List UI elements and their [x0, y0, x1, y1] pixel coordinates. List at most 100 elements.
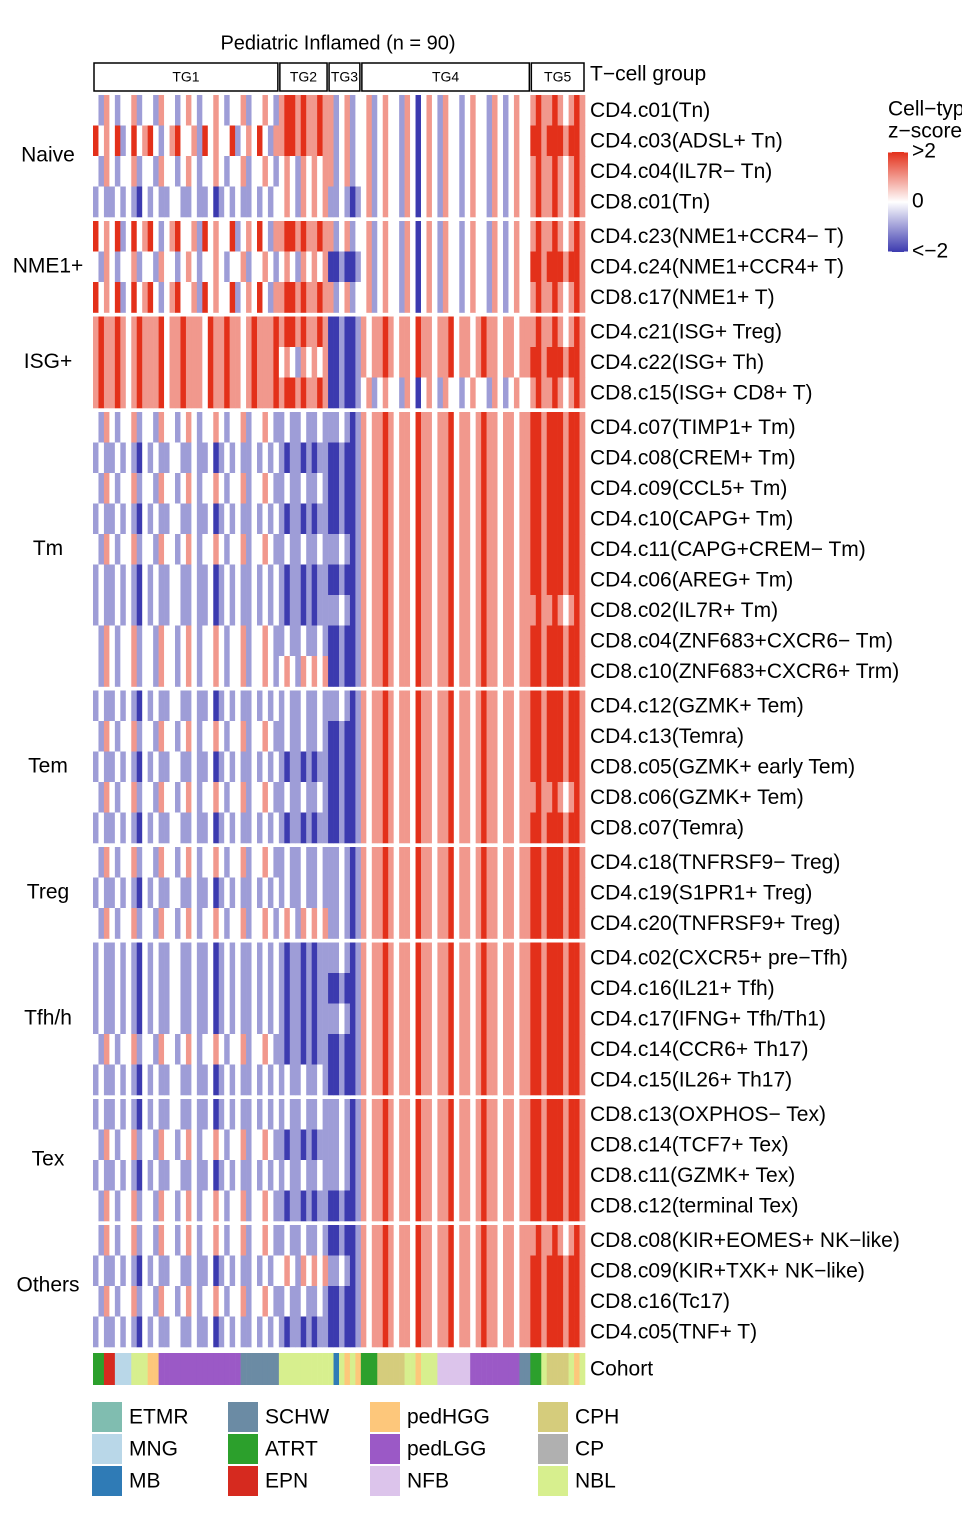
- heatmap-cell: [568, 690, 575, 722]
- heatmap-cell: [431, 1099, 438, 1130]
- heatmap-cell: [410, 534, 416, 565]
- heatmap-cell: [142, 1129, 148, 1161]
- heatmap-cell: [257, 1003, 263, 1035]
- heatmap-cell: [229, 377, 236, 409]
- heatmap-cell: [453, 503, 460, 535]
- heatmap-cell: [339, 782, 345, 813]
- heatmap-cell: [235, 751, 241, 783]
- heatmap-cell: [98, 1099, 105, 1130]
- heatmap-cell: [125, 751, 132, 783]
- heatmap-cell: [421, 1129, 427, 1161]
- heatmap-cell: [366, 186, 373, 218]
- heatmap-cell: [153, 942, 159, 974]
- heatmap-cell: [464, 1255, 471, 1287]
- heatmap-cell: [322, 186, 329, 218]
- heatmap-cell: [262, 1225, 269, 1256]
- heatmap-cell: [306, 347, 312, 378]
- heatmap-cell: [574, 186, 580, 218]
- heatmap-cell: [519, 782, 526, 813]
- heatmap-cell: [136, 1099, 143, 1130]
- heatmap-cell: [492, 503, 498, 535]
- heatmap-cell: [568, 221, 575, 252]
- heatmap-cell: [563, 251, 569, 283]
- heatmap-cell: [213, 473, 220, 504]
- heatmap-cell: [475, 473, 482, 504]
- heatmap-cell: [246, 1099, 252, 1130]
- heatmap-cell: [142, 625, 148, 657]
- heatmap-cell: [251, 347, 258, 378]
- heatmap-cell: [557, 251, 564, 283]
- heatmap-cell: [153, 473, 159, 504]
- heatmap-cell: [404, 625, 411, 657]
- heatmap-cell: [142, 221, 148, 252]
- heatmap-cell: [519, 377, 526, 409]
- heatmap-cell: [421, 1286, 427, 1317]
- heatmap-cell: [196, 1225, 203, 1256]
- heatmap-cell: [328, 690, 334, 722]
- heatmap-cell: [98, 534, 105, 565]
- heatmap-cell: [421, 125, 427, 157]
- cohort-cell: [114, 1353, 121, 1385]
- heatmap-cell: [508, 973, 515, 1004]
- heatmap-cell: [180, 908, 187, 939]
- heatmap-cell: [218, 251, 225, 283]
- heatmap-cell: [218, 125, 225, 157]
- heatmap-cell: [377, 1255, 384, 1287]
- heatmap-cell: [366, 942, 373, 974]
- heatmap-cell: [114, 473, 121, 504]
- heatmap-cell: [371, 1225, 378, 1256]
- cohort-cell: [437, 1353, 444, 1385]
- heatmap-cell: [481, 1099, 487, 1130]
- heatmap-cell: [442, 690, 449, 722]
- heatmap-cell: [158, 412, 165, 443]
- heatmap-cell: [404, 1190, 411, 1222]
- heatmap-cell: [431, 412, 438, 443]
- heatmap-cell: [240, 1286, 247, 1317]
- heatmap-cell: [180, 1129, 187, 1161]
- heatmap-cell: [497, 125, 504, 157]
- heatmap-cell: [317, 1099, 323, 1130]
- heatmap-cell: [224, 442, 230, 474]
- heatmap-cell: [355, 847, 362, 878]
- heatmap-cell: [93, 282, 99, 313]
- heatmap-cell: [415, 1225, 422, 1256]
- heatmap-cell: [535, 1003, 542, 1035]
- cohort-cell: [278, 1353, 285, 1385]
- heatmap-cell: [415, 564, 422, 596]
- heatmap-cell: [120, 1064, 127, 1096]
- heatmap-cell: [109, 1003, 116, 1035]
- heatmap-cell: [360, 1286, 367, 1317]
- heatmap-cell: [349, 95, 356, 126]
- heatmap-cell: [399, 503, 405, 535]
- heatmap-cell: [169, 625, 176, 657]
- heatmap-cell: [240, 656, 247, 687]
- heatmap-cell: [169, 908, 176, 939]
- heatmap-cell: [207, 1160, 214, 1191]
- heatmap-cell: [224, 221, 230, 252]
- heatmap-cell: [207, 564, 214, 596]
- heatmap-cell: [513, 721, 520, 752]
- heatmap-cell: [524, 316, 531, 348]
- heatmap-cell: [410, 412, 416, 443]
- heatmap-cell: [278, 1190, 285, 1222]
- heatmap-cell: [486, 347, 493, 378]
- heatmap-cell: [300, 1316, 307, 1348]
- heatmap-cell: [339, 1190, 345, 1222]
- heatmap-cell: [246, 847, 252, 878]
- heatmap-cell: [284, 877, 291, 909]
- heatmap-cell: [185, 625, 192, 657]
- heatmap-cell: [448, 812, 455, 844]
- heatmap-cell: [300, 1255, 307, 1287]
- heatmap-cell: [185, 95, 192, 126]
- heatmap-cell: [120, 847, 127, 878]
- heatmap-cell: [339, 316, 345, 348]
- heatmap-cell: [300, 442, 307, 474]
- heatmap-cell: [125, 95, 132, 126]
- heatmap-cell: [448, 1034, 455, 1065]
- heatmap-cell: [388, 1316, 394, 1348]
- heatmap-cell: [431, 186, 438, 218]
- heatmap-cell: [317, 282, 323, 313]
- heatmap-cell: [486, 877, 493, 909]
- heatmap-cell: [213, 690, 220, 722]
- heatmap-cell: [224, 751, 230, 783]
